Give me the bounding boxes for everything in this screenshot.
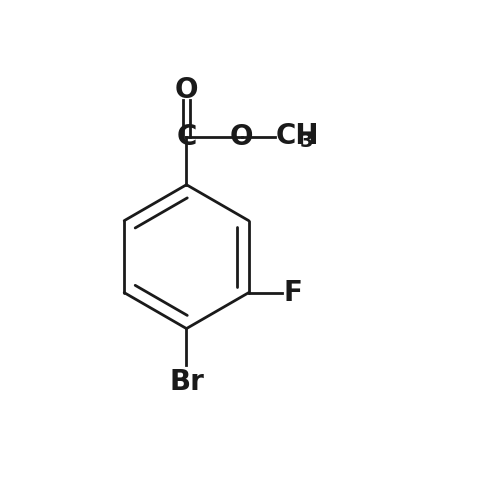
Text: O: O xyxy=(230,123,253,151)
Text: 3: 3 xyxy=(299,132,313,151)
Text: Br: Br xyxy=(169,368,204,397)
Text: C: C xyxy=(176,123,197,151)
Text: F: F xyxy=(284,279,303,307)
Text: CH: CH xyxy=(276,122,319,150)
Text: O: O xyxy=(175,76,198,103)
